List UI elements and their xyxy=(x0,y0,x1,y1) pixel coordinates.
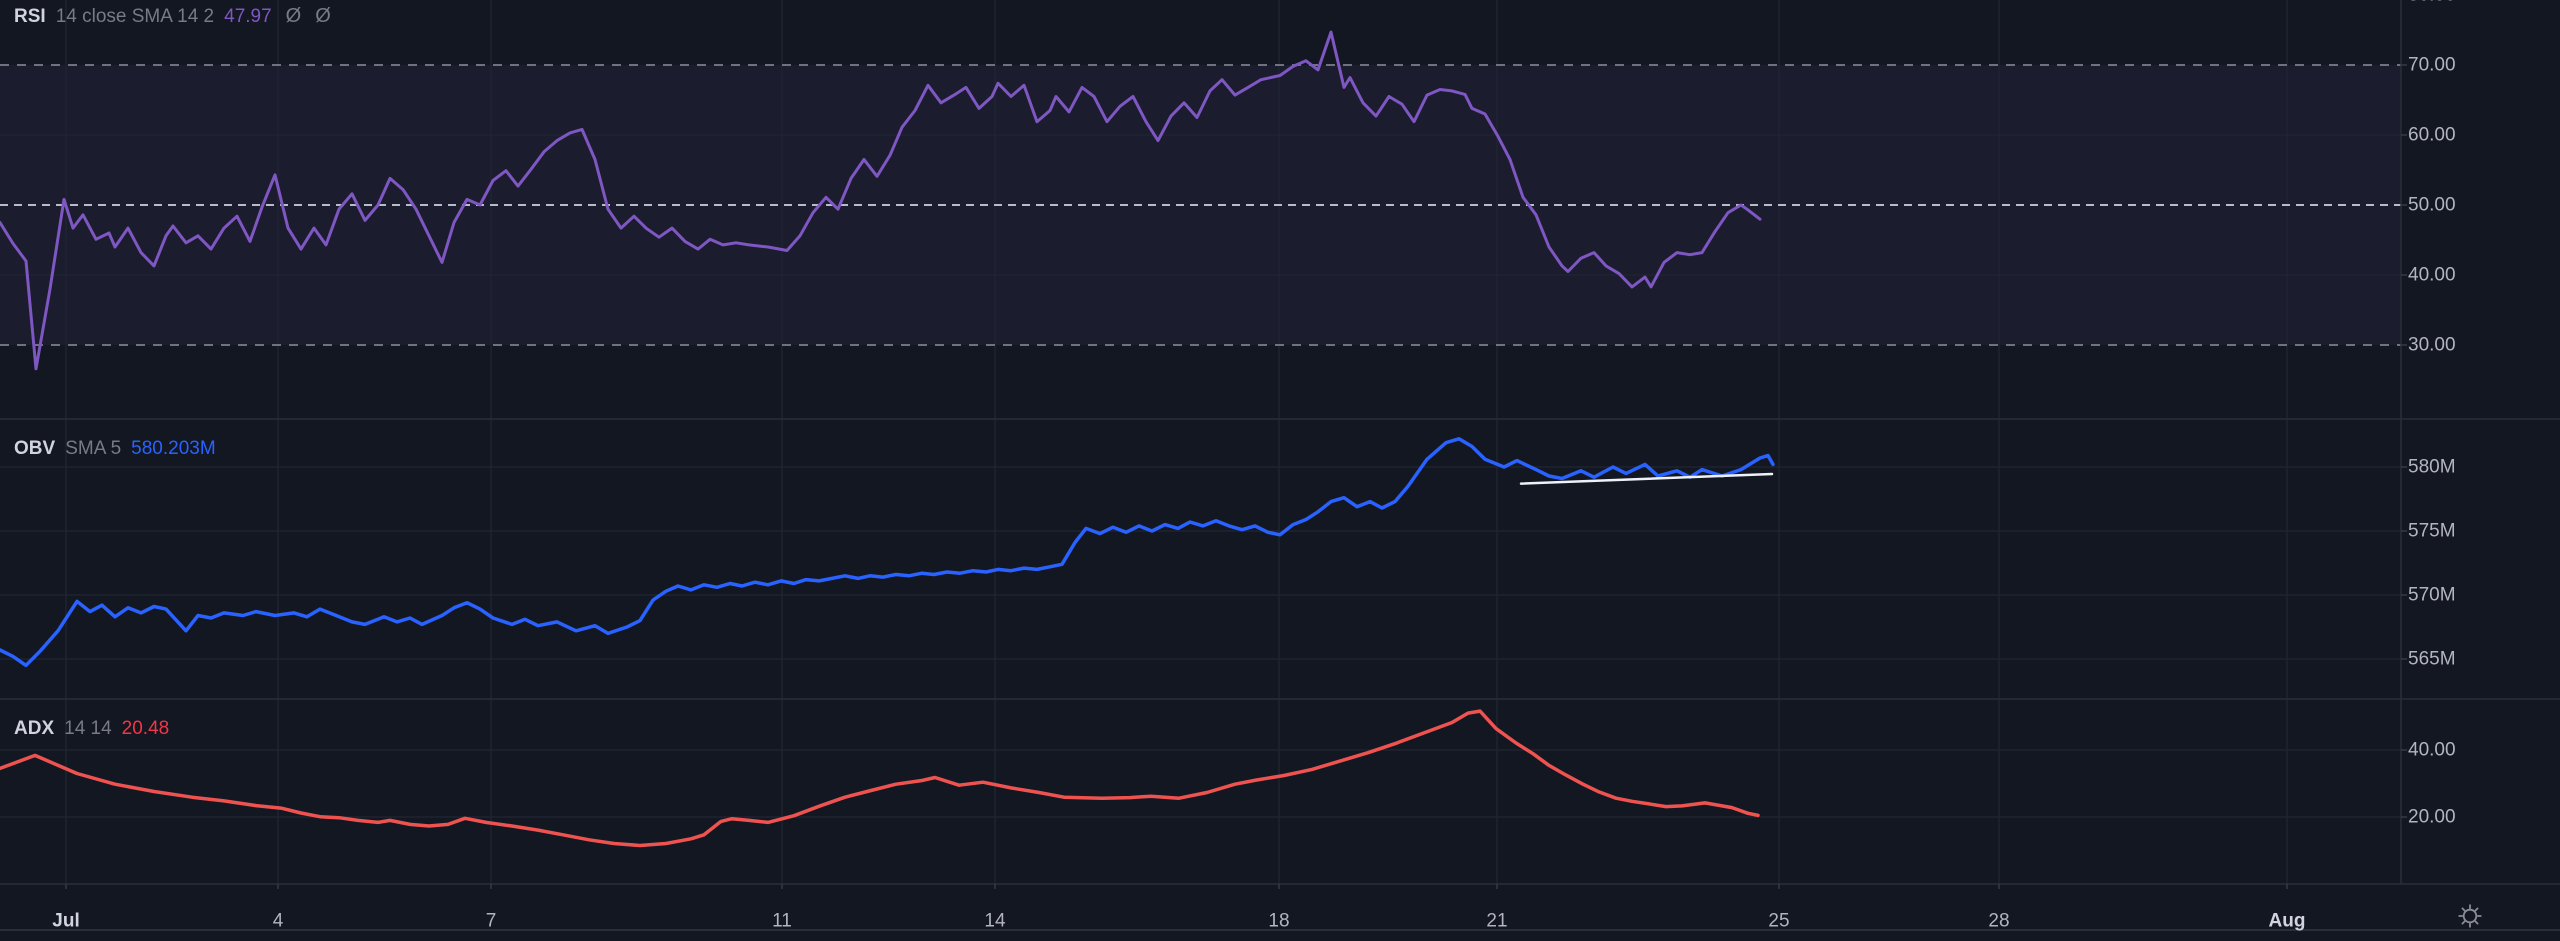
time-axis-label: 11 xyxy=(772,911,792,932)
obv-trendline-drawing[interactable] xyxy=(1519,472,1774,485)
price-axis-label: 575M xyxy=(2408,521,2456,542)
time-axis-label: Jul xyxy=(52,911,79,932)
disabled-value-icon: Ø xyxy=(285,5,302,27)
rsi-line[interactable] xyxy=(0,30,1762,371)
price-axis[interactable] xyxy=(2401,0,2560,884)
price-axis-label: 565M xyxy=(2408,649,2456,670)
price-axis-label: 40.00 xyxy=(2408,265,2456,286)
adx-line[interactable] xyxy=(0,709,1760,848)
time-axis-label: 18 xyxy=(1268,911,1289,932)
time-axis-label: 28 xyxy=(1988,911,2009,932)
time-axis[interactable] xyxy=(0,884,2560,941)
price-axis-label: 70.00 xyxy=(2408,55,2456,76)
price-axis-label: 80.00 xyxy=(2408,0,2456,6)
obv-indicator-legend[interactable]: OBV SMA 5 580.203M xyxy=(14,437,216,460)
time-axis-label: 14 xyxy=(984,911,1006,932)
price-axis-label: 570M xyxy=(2408,585,2456,606)
price-axis-label: 20.00 xyxy=(2408,807,2456,828)
obv-indicator-value: 580.203M xyxy=(131,438,216,459)
theme-sun-icon[interactable] xyxy=(2455,901,2485,931)
price-axis-label: 50.00 xyxy=(2408,195,2456,216)
price-axis-label: 30.00 xyxy=(2408,335,2456,356)
rsi-indicator-value: 47.97 xyxy=(224,6,272,27)
time-axis-label: 4 xyxy=(273,911,284,932)
price-axis-label: 580M xyxy=(2408,457,2456,478)
disabled-value-icon: Ø xyxy=(315,5,331,27)
adx-indicator-params: 14 14 xyxy=(64,718,112,739)
adx-indicator-legend[interactable]: ADX 14 14 20.48 xyxy=(14,717,169,740)
price-axis-label: 60.00 xyxy=(2408,125,2456,146)
obv-line[interactable] xyxy=(0,437,1775,668)
rsi-indicator-title: RSI xyxy=(14,6,46,27)
sun-icon xyxy=(2458,904,2482,928)
obv-indicator-title: OBV xyxy=(14,438,56,459)
price-axis-label: 40.00 xyxy=(2408,740,2456,761)
adx-indicator-value: 20.48 xyxy=(121,718,170,739)
time-axis-label: Aug xyxy=(2269,911,2306,932)
obv-indicator-params: SMA 5 xyxy=(65,438,122,459)
rsi-indicator-params: 14 close SMA 14 2 xyxy=(55,6,215,27)
time-axis-label: 25 xyxy=(1768,911,1789,932)
rsi-indicator-legend[interactable]: RSI 14 close SMA 14 2 47.97 Ø Ø xyxy=(14,5,331,28)
adx-indicator-title: ADX xyxy=(14,718,55,739)
time-axis-label: 21 xyxy=(1486,911,1507,932)
time-axis-label: 7 xyxy=(486,911,497,932)
